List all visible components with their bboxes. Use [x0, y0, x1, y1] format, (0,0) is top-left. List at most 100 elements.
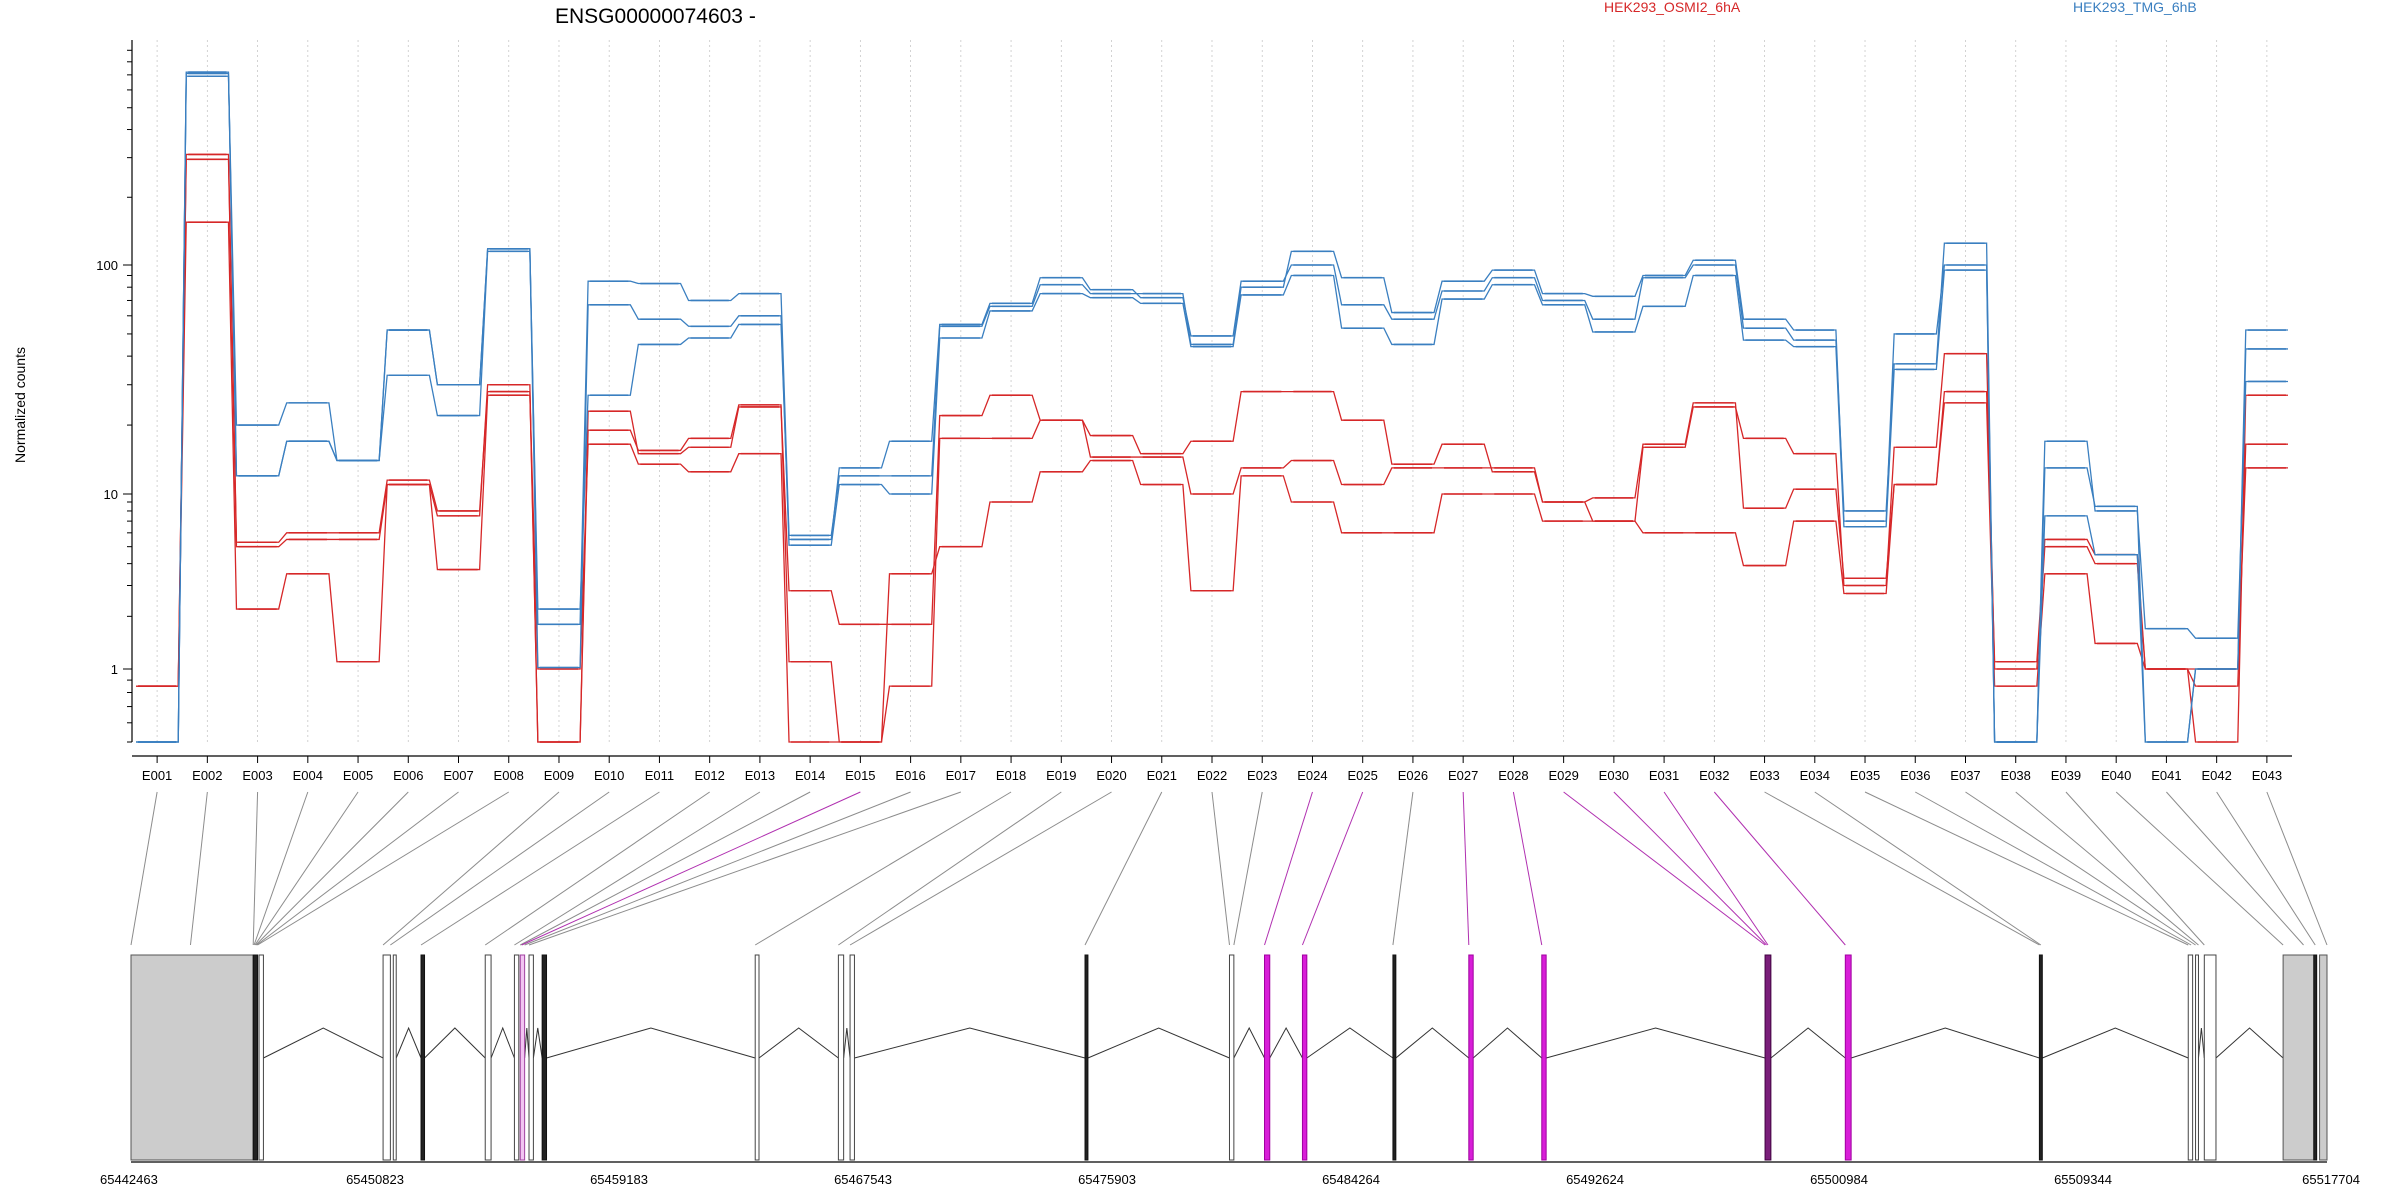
exon-bin-label: E032 — [1699, 768, 1729, 783]
exon-bin-label: E021 — [1147, 768, 1177, 783]
exon-bin-label: E020 — [1096, 768, 1126, 783]
bin-link-E017 — [528, 791, 962, 946]
bin-link-E005 — [254, 791, 359, 946]
exon-block — [2187, 954, 2194, 1161]
bin-link-E002 — [189, 791, 208, 946]
exon-bin-label: E034 — [1800, 768, 1830, 783]
exon-block — [1301, 954, 1308, 1161]
exon-block — [2313, 954, 2318, 1161]
intron — [1087, 1027, 1230, 1059]
exon-bin-label: E003 — [242, 768, 272, 783]
legend-entry-tmg: HEK293_TMG_6hB — [2073, 0, 2197, 15]
exon-bin-label: E017 — [946, 768, 976, 783]
exon-bin-label: E001 — [142, 768, 172, 783]
exon-bin-label: E042 — [2201, 768, 2231, 783]
bin-link-E001 — [130, 791, 158, 946]
y-axis-label: Normalized counts — [12, 347, 28, 463]
exon-bin-label: E030 — [1599, 768, 1629, 783]
bin-link-E037 — [1965, 791, 2196, 946]
exon-bin-label: E009 — [544, 768, 574, 783]
series-3 — [136, 221, 2288, 743]
intron — [1850, 1027, 2040, 1059]
exon-block — [2038, 954, 2043, 1161]
bin-link-E020 — [849, 791, 1112, 946]
bin-link-E014 — [520, 791, 811, 946]
coord-tick-label: 65459183 — [590, 1172, 648, 1187]
exon-block — [2319, 954, 2328, 1161]
intron — [490, 1026, 515, 1059]
exon-bin-label: E010 — [594, 768, 624, 783]
exon-bin-label: E024 — [1297, 768, 1327, 783]
exon-block — [2203, 954, 2217, 1161]
exon-bin-label: E006 — [393, 768, 423, 783]
intron — [1395, 1027, 1470, 1059]
exon-block — [252, 954, 259, 1161]
coord-tick-label: 65475903 — [1078, 1172, 1136, 1187]
bin-link-E008 — [257, 791, 510, 946]
exon-block — [1264, 954, 1271, 1161]
bin-link-E029 — [1563, 791, 1766, 946]
exon-bin-label: E022 — [1197, 768, 1227, 783]
exon-block — [1764, 954, 1772, 1161]
exon-bin-label: E041 — [2151, 768, 2181, 783]
exon-bin-label: E027 — [1448, 768, 1478, 783]
intron — [263, 1027, 384, 1059]
intron — [1472, 1027, 1543, 1059]
exon-bin-label: E015 — [845, 768, 875, 783]
x-axis-exon-bins: E001 E002 E003 E004 E005 E006 E007 E008 E009 E010… — [132, 755, 2292, 783]
bin-link-E026 — [1392, 791, 1414, 946]
bin-link-E019 — [838, 791, 1062, 946]
coord-tick-label: 65450823 — [346, 1172, 404, 1187]
exon-bin-label: E037 — [1950, 768, 1980, 783]
bin-link-E010 — [390, 791, 610, 946]
series-lines — [136, 71, 2288, 743]
bin-link-E024 — [1264, 791, 1313, 946]
intron — [2215, 1027, 2284, 1059]
exon-block — [1228, 954, 1235, 1161]
bin-link-E040 — [2115, 791, 2284, 946]
intron — [395, 1026, 422, 1059]
exon-bin-label: E036 — [1900, 768, 1930, 783]
intron — [524, 1027, 530, 1059]
intron — [843, 1027, 851, 1059]
bin-link-E003 — [252, 791, 259, 946]
bin-link-E038 — [2015, 791, 2199, 946]
genomic-coordinate-axis: 65442463 65450823 65459183 65467543 65475903… — [100, 1161, 2360, 1187]
y-tick-label: 100 — [96, 258, 118, 273]
bin-link-E015 — [521, 791, 861, 946]
intron — [1269, 1026, 1303, 1059]
bin-link-E023 — [1233, 791, 1263, 946]
intron — [424, 1027, 486, 1059]
bin-link-E036 — [1915, 791, 2192, 946]
exon-bin-label: E014 — [795, 768, 825, 783]
chart-title: ENSG00000074603 - — [555, 5, 756, 28]
bin-link-E012 — [484, 791, 710, 946]
bin-link-E041 — [2166, 791, 2304, 946]
intron — [1770, 1027, 1846, 1059]
exon-block — [528, 954, 534, 1161]
exon-bin-label: E040 — [2101, 768, 2131, 783]
bin-link-E043 — [2266, 791, 2328, 946]
intron — [532, 1027, 543, 1059]
bin-link-E006 — [255, 791, 409, 946]
bin-to-exon-links — [130, 791, 2328, 946]
exon-bin-label: E023 — [1247, 768, 1277, 783]
exon-block — [258, 954, 264, 1161]
exon-block — [420, 954, 426, 1161]
exon-bin-label: E013 — [745, 768, 775, 783]
bin-link-E022 — [1211, 791, 1230, 946]
exon-bin-label: E025 — [1348, 768, 1378, 783]
gene-model — [130, 954, 2328, 1161]
exon-bin-label: E016 — [895, 768, 925, 783]
coord-tick-label: 65500984 — [1810, 1172, 1868, 1187]
exon-block — [1468, 954, 1474, 1161]
exon-bin-label: E039 — [2051, 768, 2081, 783]
exon-bin-label: E019 — [1046, 768, 1076, 783]
exon-bin-label: E028 — [1498, 768, 1528, 783]
coord-tick-label: 65492624 — [1566, 1172, 1624, 1187]
exon-bin-label: E026 — [1398, 768, 1428, 783]
exon-block — [541, 954, 548, 1161]
coord-tick-label: 65517704 — [2302, 1172, 2360, 1187]
coord-tick-label: 65442463 — [100, 1172, 158, 1187]
coord-tick-label: 65484264 — [1322, 1172, 1380, 1187]
